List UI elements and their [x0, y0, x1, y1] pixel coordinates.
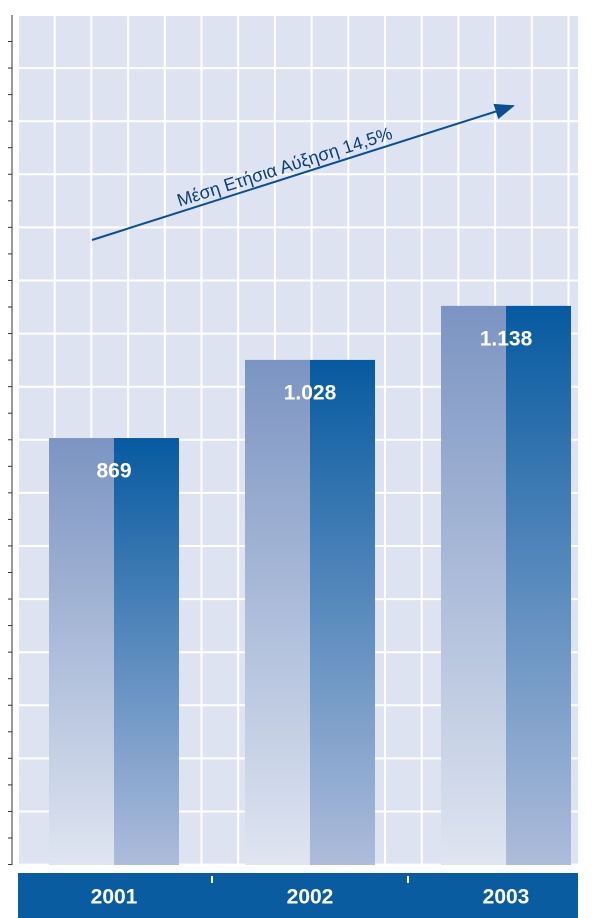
bar	[49, 438, 114, 865]
x-tick-label: 2002	[287, 886, 334, 909]
trend-arrow	[91, 103, 515, 241]
bar	[245, 359, 310, 865]
bar-shade	[506, 305, 571, 865]
bar-shade	[310, 359, 375, 865]
axis-ticks	[8, 41, 12, 866]
x-tick-label: 2003	[483, 886, 530, 909]
bar-shade	[114, 438, 179, 865]
value-label: 1.138	[480, 327, 533, 350]
x-tick-label: 2001	[91, 886, 138, 909]
category-band	[18, 873, 578, 918]
bar	[441, 305, 506, 865]
value-label: 1.028	[284, 381, 337, 404]
value-label: 869	[96, 460, 131, 483]
